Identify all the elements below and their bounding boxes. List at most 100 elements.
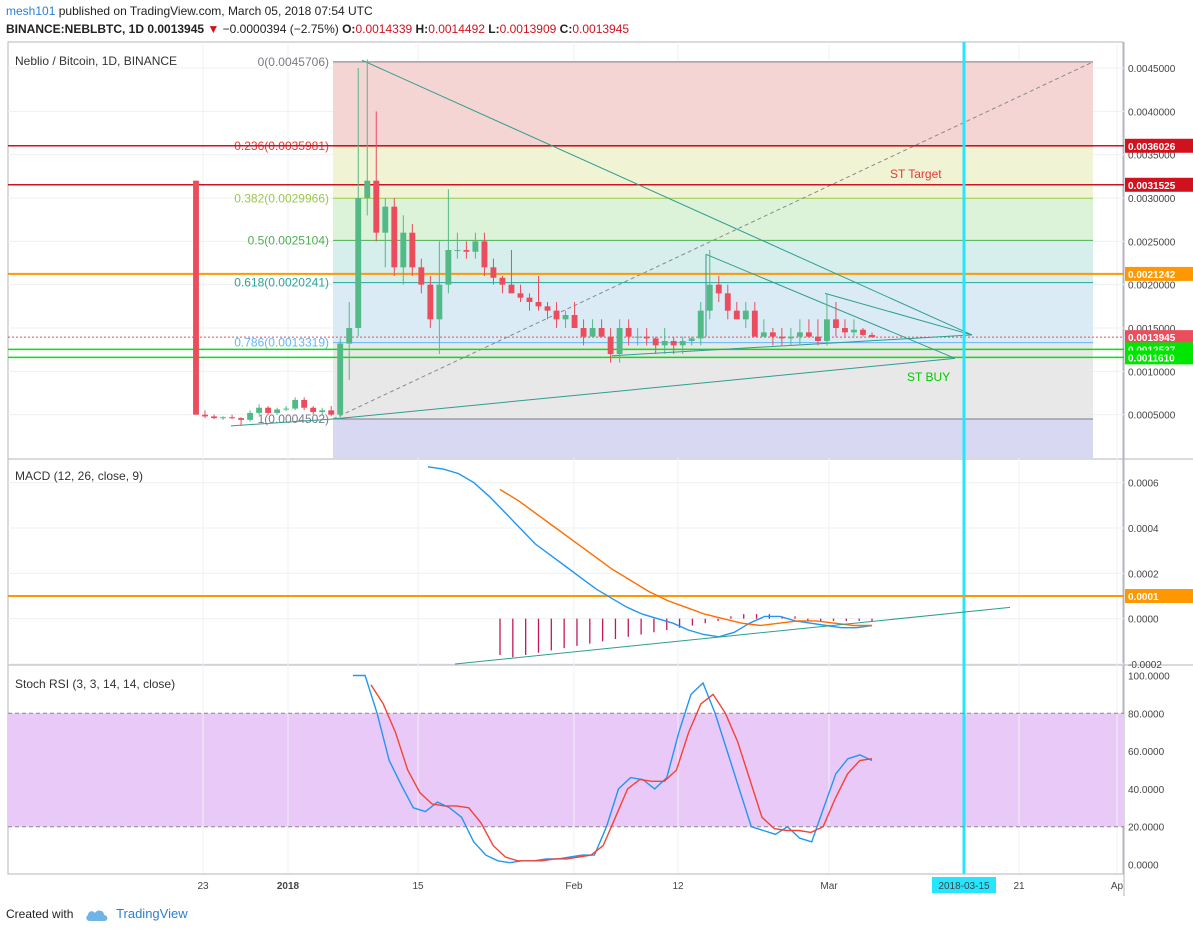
candle-body xyxy=(220,417,226,419)
candle-body xyxy=(274,409,281,413)
candle-body xyxy=(607,336,614,354)
candle-body xyxy=(760,332,767,337)
tradingview-link[interactable]: TradingView xyxy=(116,906,188,921)
y-tick-label: 0.0025000 xyxy=(1128,237,1176,248)
candle-body xyxy=(472,241,479,252)
price-pane-title: Neblio / Bitcoin, 1D, BINANCE xyxy=(15,54,177,68)
target-date-label: 2018-03-15 xyxy=(938,881,990,892)
stoch-pane-title: Stoch RSI (3, 3, 14, 14, close) xyxy=(15,677,175,691)
fib-level-label: 0.382(0.0029966) xyxy=(234,191,329,205)
candle-body xyxy=(751,310,758,337)
candle-body xyxy=(778,336,785,339)
macd-y-tick-label: 0.0006 xyxy=(1128,479,1159,490)
candle-body xyxy=(292,399,299,409)
candle-body xyxy=(283,408,290,410)
y-tick-label: 0.0010000 xyxy=(1128,367,1176,378)
candle-body xyxy=(535,302,542,307)
candle-body xyxy=(526,297,533,302)
tradingview-cloud-icon xyxy=(85,910,108,921)
author-link[interactable]: mesh101 xyxy=(6,4,56,18)
triangle-trend-line xyxy=(230,418,334,427)
macd-y-tick-label: 0.0004 xyxy=(1128,524,1159,535)
candle-body xyxy=(229,417,235,419)
candle-body xyxy=(427,284,434,320)
candle-body xyxy=(598,328,605,337)
triangle-trend-line xyxy=(332,357,956,420)
high-label: H: xyxy=(415,22,429,36)
candle-body xyxy=(724,293,731,311)
candle-body xyxy=(193,180,199,415)
macd-trend-line xyxy=(454,606,1011,665)
x-tick-label: 12 xyxy=(672,881,684,892)
fib-level-label: 0(0.0045706) xyxy=(258,55,329,69)
fib-level-label: 0.786(0.0013319) xyxy=(234,336,329,350)
price-change: −0.0000394 (−2.75%) xyxy=(222,22,339,36)
x-tick-label: Mar xyxy=(820,881,838,892)
candle-body xyxy=(787,336,794,339)
ohlc-legend: BINANCE:NEBLBTC, 1D 0.0013945 ▼ −0.00003… xyxy=(6,22,629,36)
price-level-label: 0.0031525 xyxy=(1128,181,1176,192)
stoch-y-tick-label: 80.0000 xyxy=(1128,709,1165,720)
fib-zone xyxy=(333,418,1093,458)
candle-body xyxy=(202,414,208,417)
candle-body xyxy=(679,341,686,346)
publish-info: mesh101 published on TradingView.com, Ma… xyxy=(6,4,373,18)
price-level-tag xyxy=(1125,330,1193,345)
stoch-d-line xyxy=(370,684,873,862)
candle-body xyxy=(247,412,254,420)
low-value: 0.0013909 xyxy=(499,22,557,36)
fib-level-label: 0.5(0.0025104) xyxy=(248,233,329,247)
price-level-label: 0.0013945 xyxy=(1128,333,1176,344)
triangle-trend-line xyxy=(824,292,973,336)
stoch-y-tick-label: 0.0000 xyxy=(1128,861,1159,872)
candle-body xyxy=(634,336,641,338)
price-level-label: 0.0021242 xyxy=(1128,270,1176,281)
candle-body xyxy=(796,332,803,337)
candle-body xyxy=(580,328,587,337)
st-buy-annotation: ST BUY xyxy=(907,370,950,384)
y-tick-label: 0.0005000 xyxy=(1128,411,1176,422)
candle-body xyxy=(319,410,326,413)
candle-body xyxy=(436,284,443,320)
candle-body xyxy=(869,334,875,338)
candle-body xyxy=(481,241,488,268)
x-tick-label: Ap xyxy=(1111,881,1124,892)
stoch-k-line xyxy=(353,674,873,864)
candle-body xyxy=(238,418,244,420)
open-label: O: xyxy=(342,22,356,36)
stoch-y-tick-label: 20.0000 xyxy=(1128,823,1165,834)
candle-body xyxy=(805,332,812,337)
candle-body xyxy=(742,310,749,320)
candle-body xyxy=(265,407,272,413)
candle-body xyxy=(310,407,317,413)
macd-level-label: 0.0001 xyxy=(1128,592,1159,603)
symbol-label: BINANCE:NEBLBTC, 1D xyxy=(6,22,144,36)
candle-body xyxy=(715,284,722,294)
macd-y-tick-label: 0.0000 xyxy=(1128,615,1159,626)
stoch-band-fill xyxy=(8,713,1124,827)
candle-body xyxy=(670,341,677,346)
candle-body xyxy=(409,232,416,268)
candle-body xyxy=(517,293,524,298)
stoch-y-tick-label: 100.0000 xyxy=(1128,671,1170,682)
candle-body xyxy=(328,410,335,415)
candle-body xyxy=(445,250,452,285)
stoch-y-tick-label: 40.0000 xyxy=(1128,785,1165,796)
candle-body xyxy=(490,267,497,278)
close-value: 0.0013945 xyxy=(572,22,630,36)
candle-body xyxy=(400,232,407,268)
st-target-annotation: ST Target xyxy=(890,167,942,181)
created-with-text: Created with xyxy=(6,907,74,921)
candle-body xyxy=(842,328,848,333)
x-tick-label: 2018 xyxy=(277,881,300,892)
candle-body xyxy=(571,315,578,328)
candle-body xyxy=(733,310,740,320)
fib-zone xyxy=(333,240,1093,283)
candle-body xyxy=(382,206,389,233)
fib-level-label: 0.618(0.0020241) xyxy=(234,276,329,290)
candle-body xyxy=(418,267,425,285)
fib-zone xyxy=(333,282,1093,343)
candle-body xyxy=(337,343,344,415)
candle-body xyxy=(661,341,668,346)
